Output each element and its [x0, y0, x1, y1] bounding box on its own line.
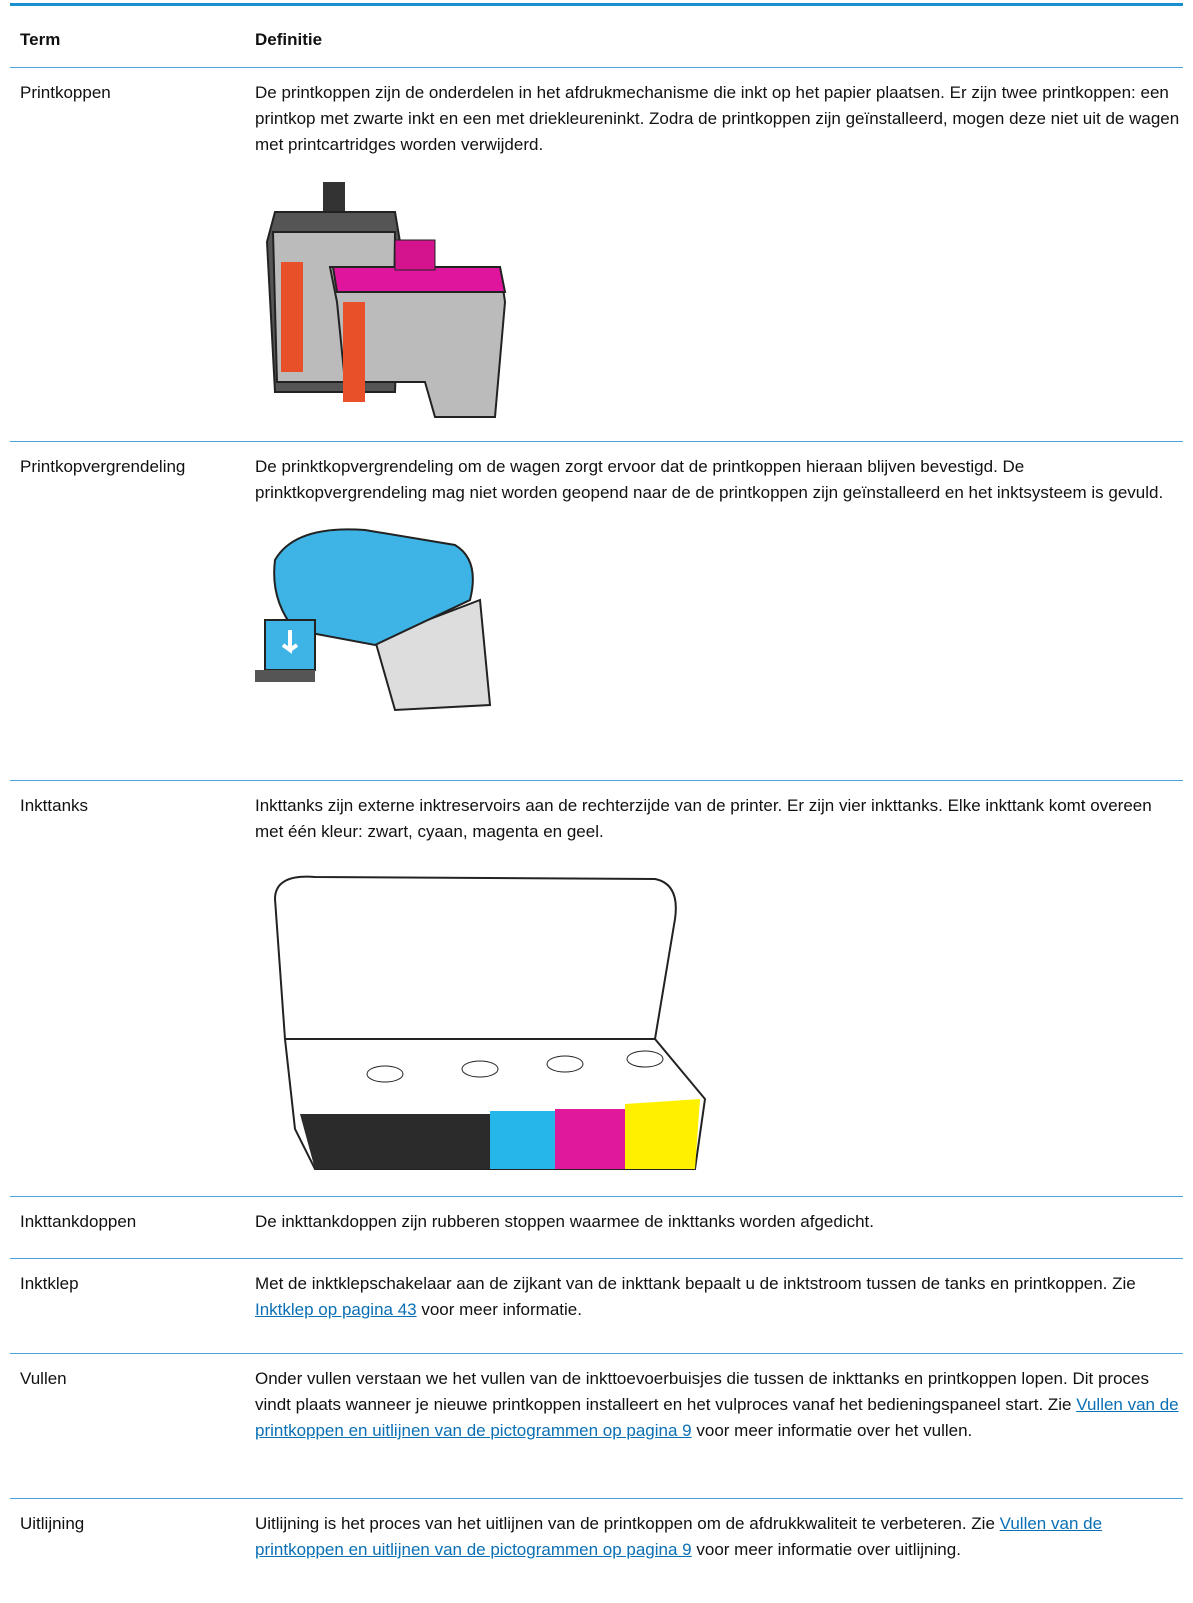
definition-text: voor meer informatie over uitlijning. [691, 1540, 961, 1559]
row: Printkoppen De printkoppen zijn de onderd… [10, 68, 1183, 442]
definition-text: De inkttankdoppen zijn rubberen stoppen … [255, 1212, 874, 1231]
term: Printkopvergrendeling [20, 457, 186, 476]
definition-text: Inkttanks zijn externe inktreservoirs aa… [255, 796, 1152, 841]
ink-tanks-illustration [273, 875, 707, 1170]
header-cell: Term [20, 30, 61, 49]
definition: De prinktkopvergrendeling om de wagen zo… [245, 442, 1183, 781]
printheads-illustration [265, 182, 507, 418]
term: Inkttanks [20, 796, 89, 815]
definition-text: De prinktkopvergrendeling om de wagen zo… [255, 457, 1164, 502]
term: Inkttankdoppen [20, 1212, 137, 1231]
row: Printkopvergrendeling De prinktkopvergren… [10, 442, 1183, 781]
header-row: Term Definitie [10, 5, 1183, 68]
definition-text: De printkoppen zijn de onderdelen in het… [255, 83, 1180, 154]
row: Inkttankdoppen De inkttankdoppen zijn rub… [10, 1197, 1183, 1259]
latch-illustration [255, 528, 492, 712]
header-cell: Definitie [255, 30, 323, 49]
definition: De inkttankdoppen zijn rubberen stoppen … [245, 1197, 1183, 1259]
row: Inkttanks Inkttanks zijn externe inktrese… [10, 781, 1183, 1197]
link[interactable]: Inktklep op pagina 43 [255, 1300, 417, 1319]
definition-text: Onder vullen verstaan we het vullen van … [255, 1369, 1149, 1414]
term: Printkoppen [20, 83, 111, 102]
glossary-table: Term Definitie Printkoppen De printkoppen … [10, 3, 1183, 1594]
definition: De printkoppen zijn de onderdelen in het… [245, 68, 1183, 442]
row: Uitlijning Uitlijning is het proces van h… [10, 1499, 1183, 1594]
page: {"table":{"header":["Term","Definitie"],… [0, 3, 1193, 1603]
row: Vullen Onder vullen verstaan we het vulle… [10, 1354, 1183, 1499]
term: Vullen [20, 1369, 67, 1388]
definition: Onder vullen verstaan we het vullen van … [245, 1354, 1183, 1499]
definition: Met de inktklepschakelaar aan de zijkant… [245, 1259, 1183, 1354]
term: Inktklep [20, 1274, 79, 1293]
link[interactable]: Vullen van de printkoppen en uitlijnen v… [255, 1514, 1103, 1559]
definition: Inkttanks zijn externe inktreservoirs aa… [245, 781, 1183, 1197]
definition: Uitlijning is het proces van het uitlijn… [245, 1499, 1183, 1594]
definition-text: Uitlijning is het proces van het uitlijn… [255, 1514, 1000, 1533]
definition-text: voor meer informatie. [416, 1300, 582, 1319]
link[interactable]: Vullen van de printkoppen en uitlijnen v… [255, 1395, 1179, 1440]
term: Uitlijning [20, 1514, 85, 1533]
row: Inktklep Met de inktklepschakelaar aan de… [10, 1259, 1183, 1354]
definition-text: voor meer informatie over het vullen. [691, 1421, 973, 1440]
definition-text: Met de inktklepschakelaar aan de zijkant… [255, 1274, 1136, 1293]
